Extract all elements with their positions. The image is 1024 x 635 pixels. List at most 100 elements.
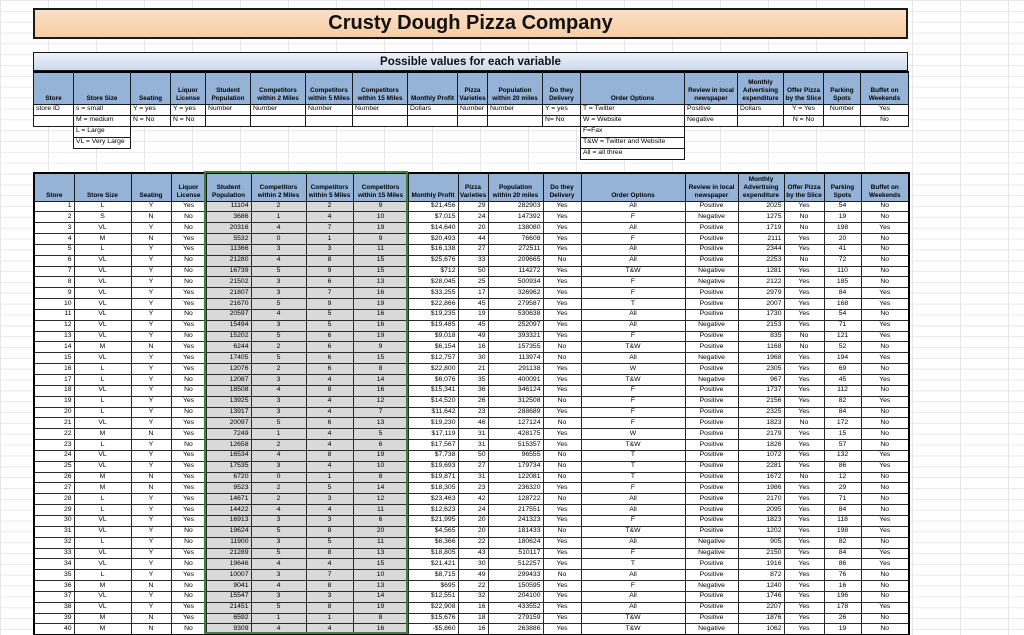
cell[interactable]: 9523 [205, 482, 252, 495]
cell[interactable]: Y [130, 222, 172, 235]
cell[interactable]: $9,018 [407, 330, 459, 343]
cell[interactable]: Y = Yes [783, 103, 824, 116]
cell[interactable]: 1823 [737, 514, 785, 527]
cell[interactable]: VL [73, 590, 132, 603]
cell[interactable]: 7 [33, 265, 75, 278]
cell[interactable]: Yes [860, 395, 910, 408]
cell[interactable]: F [580, 406, 686, 419]
cell[interactable]: 272511 [487, 243, 544, 256]
cell[interactable]: Y [130, 308, 172, 321]
cell[interactable]: No [542, 449, 582, 462]
column-header[interactable]: Review in local newspaper [684, 71, 738, 105]
cell[interactable]: Yes [783, 374, 825, 386]
cell[interactable]: Negative [684, 623, 739, 635]
cell[interactable]: Yes [783, 569, 825, 582]
cell[interactable]: 13917 [205, 406, 252, 419]
cell[interactable]: Yes [860, 449, 910, 462]
cell[interactable]: 27 [457, 460, 489, 473]
cell[interactable]: 1072 [737, 449, 785, 462]
cell[interactable]: No [860, 439, 910, 451]
cell[interactable]: 967 [737, 374, 785, 386]
cell[interactable]: No [170, 439, 207, 451]
cell[interactable]: 46 [457, 417, 489, 430]
cell[interactable]: 23 [457, 482, 489, 495]
cell[interactable]: 84 [823, 406, 862, 419]
cell[interactable]: 6 [352, 514, 409, 527]
cell[interactable]: 5 [305, 482, 354, 495]
cell[interactable]: W [580, 363, 686, 375]
cell[interactable]: 3 [250, 536, 307, 549]
cell[interactable]: 15 [352, 254, 409, 267]
cell[interactable]: 510117 [487, 547, 544, 560]
cell[interactable]: No [860, 536, 910, 549]
cell[interactable]: 21670 [205, 298, 252, 310]
cell[interactable]: 86 [823, 460, 862, 473]
cell[interactable]: 1672 [737, 471, 785, 484]
cell[interactable]: No [542, 471, 582, 484]
cell[interactable]: N [130, 233, 172, 245]
cell[interactable]: 512257 [487, 558, 544, 571]
cell[interactable]: 49 [457, 569, 489, 582]
cell[interactable]: S [73, 211, 132, 224]
cell[interactable]: 2 [250, 200, 307, 213]
cell[interactable]: 17 [33, 374, 75, 386]
cell[interactable]: 3686 [205, 211, 252, 224]
cell[interactable]: 13 [352, 547, 409, 560]
cell[interactable]: $6,366 [407, 536, 459, 549]
cell[interactable]: 16 [352, 319, 409, 332]
cell[interactable]: VL [73, 319, 132, 332]
cell[interactable]: 157355 [487, 341, 544, 354]
cell[interactable]: Yes [170, 612, 207, 625]
cell[interactable]: Y [130, 460, 172, 473]
cell[interactable]: 1 [33, 200, 75, 213]
cell[interactable]: All = all three [580, 147, 685, 160]
cell[interactable]: 2 [250, 341, 307, 354]
cell[interactable]: Y [130, 363, 172, 375]
cell[interactable]: VL [73, 287, 132, 300]
cell[interactable]: 38 [33, 601, 75, 614]
cell[interactable]: 21 [457, 363, 489, 375]
cell[interactable]: No [542, 460, 582, 473]
cell[interactable]: 21807 [205, 287, 252, 300]
cell[interactable]: Y [130, 504, 172, 516]
cell[interactable]: 2 [33, 211, 75, 224]
cell[interactable]: VL [73, 308, 132, 321]
cell[interactable] [861, 126, 909, 137]
cell[interactable]: Yes [170, 417, 207, 430]
cell[interactable]: 16913 [205, 514, 252, 527]
cell[interactable]: 39 [33, 612, 75, 625]
cell[interactable]: Positive [684, 504, 739, 516]
cell[interactable]: Yes [860, 222, 910, 235]
cell[interactable]: 44 [457, 233, 489, 245]
cell[interactable]: 8 [305, 449, 354, 462]
cell[interactable]: All [580, 222, 686, 235]
cell[interactable]: N= No [542, 114, 581, 127]
cell[interactable]: M = medium [73, 114, 131, 127]
cell[interactable]: Yes [170, 547, 207, 560]
cell[interactable]: L [73, 504, 132, 516]
cell[interactable]: $6,076 [407, 374, 459, 386]
cell[interactable]: No [860, 243, 910, 256]
cell[interactable]: Positive [684, 395, 739, 408]
cell[interactable]: 15 [352, 265, 409, 278]
cell[interactable]: $20,493 [407, 233, 459, 245]
cell[interactable]: Yes [783, 265, 825, 278]
cell[interactable]: VL [73, 384, 132, 397]
column-header[interactable]: Monthly Profit [407, 172, 459, 202]
cell[interactable]: 1876 [737, 612, 785, 625]
cell[interactable]: Yes [783, 623, 825, 635]
cell[interactable]: Positive [684, 298, 739, 310]
cell[interactable]: No [860, 580, 910, 592]
cell[interactable]: 4 [250, 623, 307, 635]
cell[interactable]: Yes [542, 406, 582, 419]
cell[interactable]: T&W [580, 525, 686, 538]
cell[interactable]: Yes [542, 601, 582, 614]
cell[interactable] [251, 148, 306, 159]
cell[interactable]: Y [130, 514, 172, 527]
cell[interactable]: 71 [823, 319, 862, 332]
cell[interactable]: 8 [305, 254, 354, 267]
cell[interactable]: 2 [250, 363, 307, 375]
cell[interactable] [543, 126, 581, 137]
cell[interactable]: Yes [542, 558, 582, 571]
cell[interactable]: No [170, 536, 207, 549]
